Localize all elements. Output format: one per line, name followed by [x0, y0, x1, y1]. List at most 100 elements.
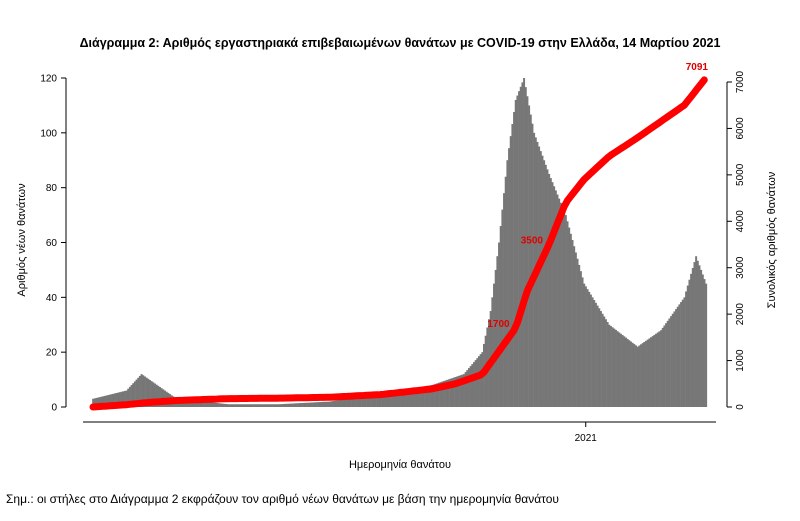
bar: [628, 340, 631, 407]
bar: [140, 374, 143, 407]
bar: [227, 404, 230, 407]
bar: [616, 331, 619, 407]
bar: [107, 395, 110, 407]
bar: [498, 242, 501, 407]
bar: [205, 401, 208, 407]
bar: [344, 399, 347, 407]
chart-title: Διάγραμμα 2: Αριθμός εργαστηριακά επιβεβ…: [80, 36, 721, 50]
bar: [467, 368, 470, 407]
bar: [588, 291, 591, 407]
bar: [142, 375, 145, 407]
bar: [666, 320, 669, 407]
bar: [103, 395, 106, 407]
bar: [564, 215, 567, 407]
bar: [429, 385, 432, 407]
bar: [155, 384, 158, 407]
bar: [113, 393, 116, 407]
bar: [621, 335, 624, 407]
bar: [578, 264, 581, 407]
annotation-label: 3500: [521, 236, 544, 247]
bar: [573, 246, 576, 407]
bar: [110, 394, 113, 407]
bar: [277, 404, 280, 407]
bar: [280, 404, 283, 407]
bar: [589, 294, 592, 407]
bar: [508, 148, 511, 407]
bar: [148, 379, 151, 407]
bar: [472, 362, 475, 407]
bar: [596, 305, 599, 407]
bar: [452, 377, 455, 407]
bar: [95, 397, 98, 407]
bar: [349, 398, 352, 407]
bar: [640, 344, 642, 407]
bar: [701, 274, 704, 407]
bar: [374, 394, 377, 407]
bar: [123, 390, 126, 407]
bar: [396, 390, 399, 407]
bar: [549, 178, 552, 407]
bar: [112, 393, 115, 407]
y-axis-right-label: Συνολικός αριθμός θανάτων: [766, 171, 778, 308]
y-tick-right-label: 5000: [735, 163, 746, 186]
bar: [105, 395, 108, 407]
bar: [633, 344, 636, 407]
cumulative-line: [89, 76, 708, 411]
bar: [584, 286, 587, 407]
bar: [262, 404, 265, 407]
y-tick-left-label: 0: [51, 403, 57, 414]
bar: [609, 326, 612, 407]
bar: [189, 400, 192, 407]
bar: [494, 269, 497, 407]
bar: [437, 382, 440, 407]
y-tick-right-label: 4000: [735, 210, 746, 233]
bar: [347, 398, 350, 407]
bar: [676, 306, 679, 407]
y-tick-right-label: 3000: [735, 256, 746, 279]
bar: [426, 385, 429, 407]
bar: [523, 78, 526, 407]
bar: [655, 333, 658, 407]
bar: [302, 402, 305, 407]
bar: [192, 400, 195, 407]
bar: [478, 356, 480, 407]
bar: [267, 404, 270, 407]
bar: [197, 401, 200, 407]
bar: [118, 392, 121, 407]
bar: [538, 146, 541, 408]
bar: [309, 402, 312, 407]
bar: [451, 378, 454, 407]
bar: [626, 338, 629, 407]
bar: [257, 404, 260, 407]
bar: [255, 404, 258, 407]
bar: [125, 390, 128, 407]
bar: [631, 342, 634, 407]
bar: [680, 302, 683, 407]
bar: [611, 327, 614, 407]
bar: [305, 402, 308, 407]
bar: [327, 401, 330, 407]
bar: [414, 387, 417, 407]
bar: [292, 403, 295, 407]
bar: [491, 297, 494, 407]
bar: [237, 404, 240, 407]
bar: [245, 404, 248, 407]
bar: [546, 169, 549, 407]
bar: [556, 194, 559, 407]
y-tick-left-label: 60: [46, 238, 58, 249]
bar: [212, 402, 215, 407]
bar: [464, 372, 467, 407]
bar: [579, 271, 582, 407]
bar: [419, 386, 422, 407]
bar: [409, 388, 412, 407]
bar: [137, 377, 140, 407]
bar: [593, 300, 596, 407]
bar: [665, 323, 668, 407]
bar: [145, 377, 148, 408]
bar: [604, 319, 607, 407]
bar: [235, 404, 238, 407]
bar: [591, 297, 594, 407]
y-tick-left-label: 80: [46, 183, 58, 194]
bar: [322, 401, 325, 407]
bar: [619, 333, 622, 407]
